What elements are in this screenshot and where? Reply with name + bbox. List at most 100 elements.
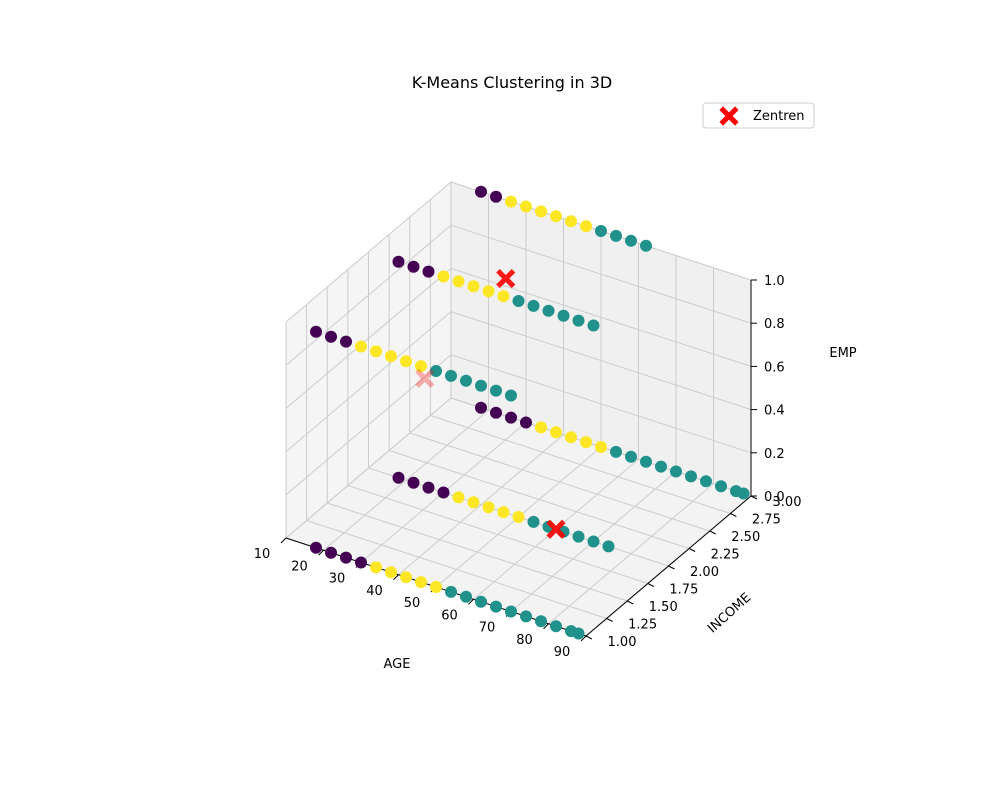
data-point (392, 255, 405, 268)
data-point (580, 436, 592, 449)
data-point (505, 195, 517, 208)
y-tick-mark (668, 565, 675, 570)
legend-centroid-marker (719, 106, 739, 126)
data-point (640, 455, 652, 468)
data-point (467, 280, 480, 293)
data-point (565, 215, 577, 228)
y-tick-label: 3.00 (773, 495, 802, 510)
data-point (310, 325, 322, 338)
data-point (670, 465, 682, 478)
data-point (422, 265, 435, 278)
grid-line-z-left (285, 311, 452, 452)
data-point (415, 360, 427, 373)
centroid-marker (496, 268, 516, 289)
y-tick-mark (730, 513, 737, 517)
grid-line-z-left (285, 224, 452, 366)
legend-box (702, 102, 815, 129)
y-tick-mark (709, 530, 716, 535)
x-tick-label: 40 (366, 584, 383, 599)
x-tick-label: 20 (291, 559, 308, 574)
data-point (535, 205, 547, 218)
data-point (505, 411, 517, 424)
data-point (475, 595, 487, 608)
data-point (572, 530, 585, 543)
z-tick-label: 0.2 (764, 447, 785, 462)
data-point (490, 384, 502, 397)
data-point (452, 491, 465, 504)
data-point (475, 401, 487, 414)
x-tick-mark (468, 598, 474, 605)
z-tick-label: 0.8 (764, 317, 785, 332)
x-tick-label: 50 (404, 596, 421, 611)
data-point (340, 335, 352, 348)
data-point (610, 229, 622, 242)
data-point (505, 605, 517, 618)
x-axis-label: AGE (384, 657, 411, 672)
x-tick-mark (543, 623, 549, 630)
data-point (437, 486, 450, 499)
data-point (482, 285, 495, 298)
x-tick-label: 60 (441, 608, 458, 623)
data-point (370, 561, 382, 574)
data-point (490, 406, 502, 419)
data-point (392, 471, 405, 484)
data-point (437, 270, 450, 283)
data-point (310, 541, 322, 554)
data-point (460, 590, 472, 603)
data-point (587, 319, 600, 332)
y-tick-label: 1.50 (649, 600, 678, 615)
data-point (505, 389, 517, 402)
grid-line-y-floor (327, 502, 628, 602)
axis-panes (285, 181, 752, 637)
data-point (527, 299, 540, 312)
data-point (602, 540, 615, 553)
data-point (512, 511, 525, 523)
data-point (407, 476, 420, 489)
data-point (580, 220, 592, 233)
y-tick-label: 2.75 (752, 513, 781, 528)
grid-line-y-floor (430, 415, 731, 514)
data-point (572, 314, 585, 327)
data-point (475, 379, 487, 392)
data-point (430, 581, 442, 593)
z-tick-label: 1.0 (764, 274, 785, 289)
grid-line-z-back (450, 224, 752, 324)
data-point (430, 365, 442, 377)
data-point (400, 355, 412, 368)
data-point (445, 585, 457, 598)
data-point (452, 275, 465, 288)
z-tick-label: 0.6 (764, 360, 785, 375)
data-point (557, 309, 570, 322)
grid-line-y-floor (347, 485, 649, 584)
data-point (595, 225, 607, 237)
data-point (737, 487, 750, 500)
data-point (550, 426, 562, 439)
y-tick-label: 1.00 (608, 635, 637, 650)
data-point (595, 441, 607, 453)
data-point (490, 190, 502, 203)
legend-label: Zentren (753, 109, 805, 124)
data-point (385, 566, 397, 579)
data-point (640, 239, 652, 252)
grid-line-z-back (450, 311, 752, 411)
y-tick-mark (606, 618, 613, 622)
grid-line-y-floor (388, 450, 690, 549)
x-tick-label: 30 (329, 572, 346, 587)
grid-line-y-floor (409, 432, 710, 532)
x-tick-mark (580, 635, 587, 642)
data-point (572, 627, 585, 640)
data-point (445, 369, 457, 382)
data-point (542, 304, 555, 317)
y-tick-mark (627, 600, 634, 605)
data-point (385, 350, 397, 363)
centroid-marker (415, 368, 435, 388)
z-tick-label: 0.4 (764, 404, 785, 419)
y-tick-label: 2.50 (731, 530, 760, 545)
grid-line-z-left (285, 268, 452, 409)
y-tick-label: 2.00 (690, 565, 719, 580)
z-axis-label: EMP (829, 346, 856, 361)
x-tick-label: 90 (554, 645, 571, 660)
data-points (310, 185, 750, 640)
data-point (715, 480, 727, 493)
